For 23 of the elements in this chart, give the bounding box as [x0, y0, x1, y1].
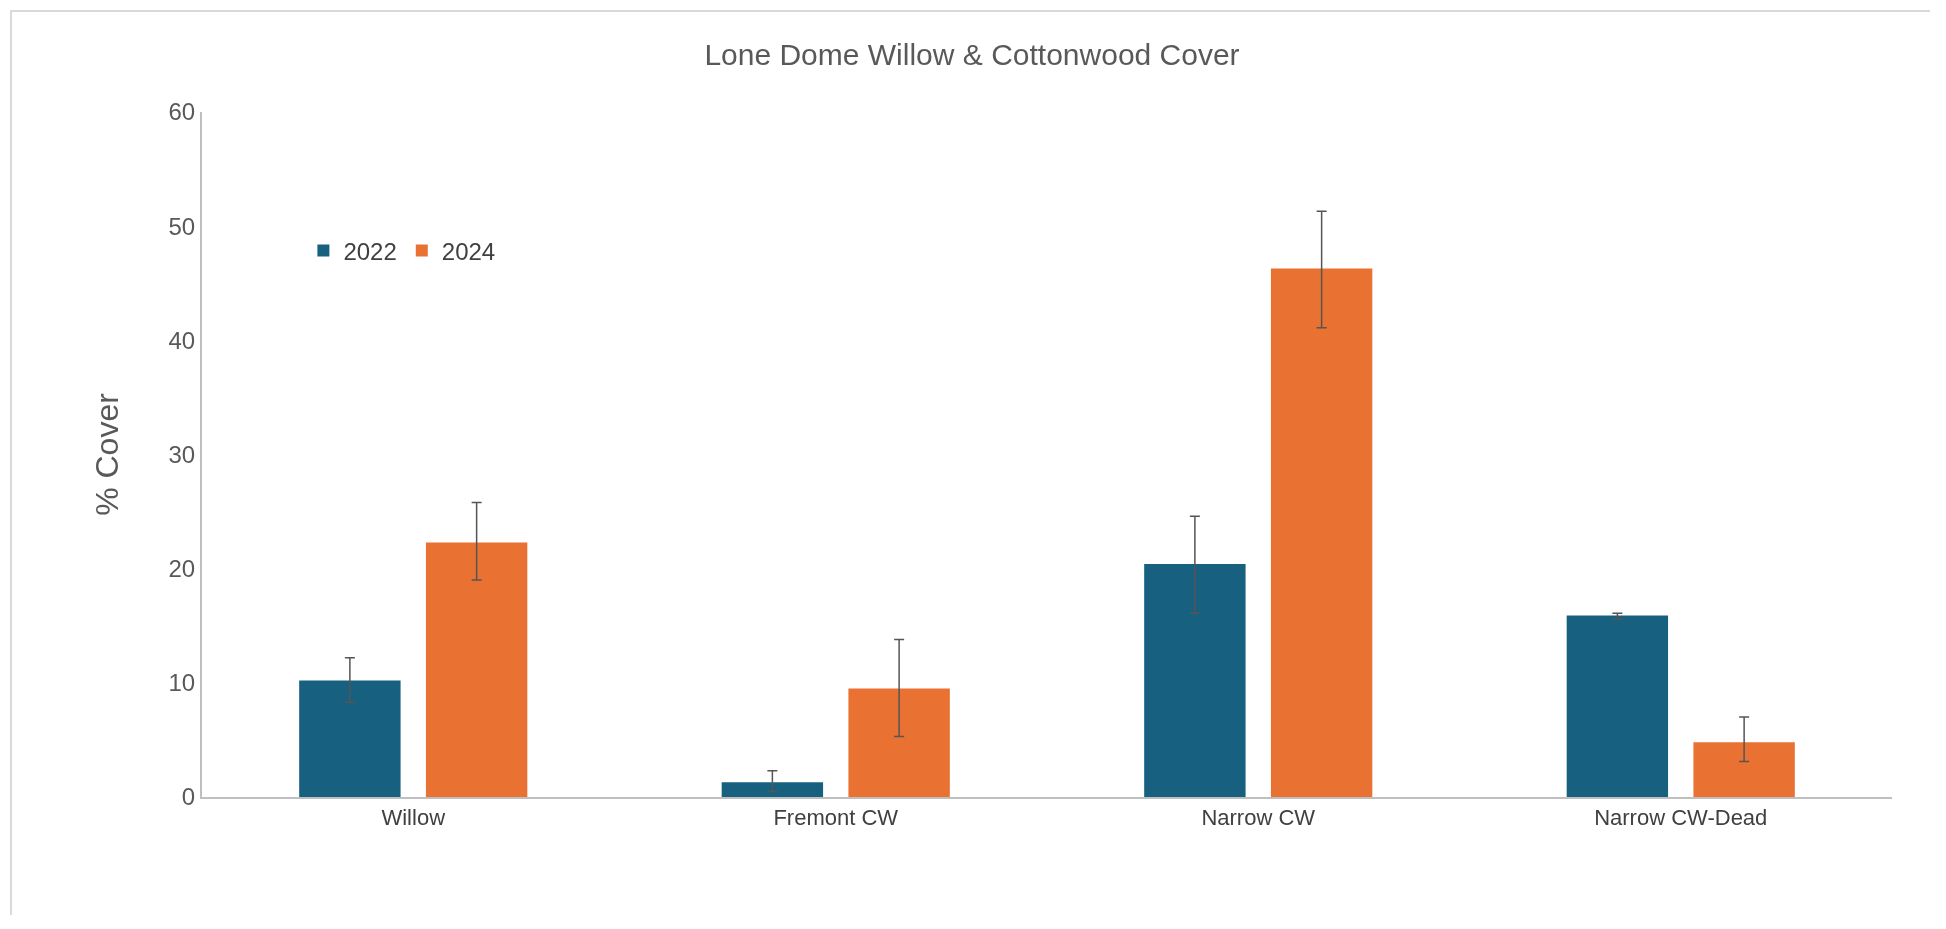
bar [848, 688, 950, 797]
y-tick-label: 0 [181, 783, 196, 811]
x-tick-label: Narrow CW [1201, 805, 1316, 831]
y-tick-label: 10 [168, 669, 196, 697]
bar [1144, 564, 1246, 797]
x-tick-label: Narrow CW-Dead [1594, 805, 1768, 831]
bar [1270, 268, 1373, 797]
x-tick-label: Willow [381, 805, 446, 831]
y-tick-label: 40 [168, 326, 196, 354]
y-tick-label: 50 [168, 212, 196, 240]
legend-label: 2024 [441, 237, 496, 265]
chart-title: Lone Dome Willow & Cottonwood Cover [704, 37, 1240, 71]
y-tick-label: 60 [168, 98, 196, 126]
x-tick-label: Fremont CW [773, 805, 899, 831]
y-tick-label: 30 [168, 440, 196, 468]
bar [1566, 615, 1669, 797]
y-axis-title: % Cover [89, 392, 126, 516]
bar [425, 542, 528, 797]
bar [1693, 742, 1795, 797]
bar [299, 680, 401, 797]
legend-label: 2022 [343, 237, 397, 265]
bar [721, 782, 824, 797]
y-tick-label: 20 [168, 555, 196, 583]
